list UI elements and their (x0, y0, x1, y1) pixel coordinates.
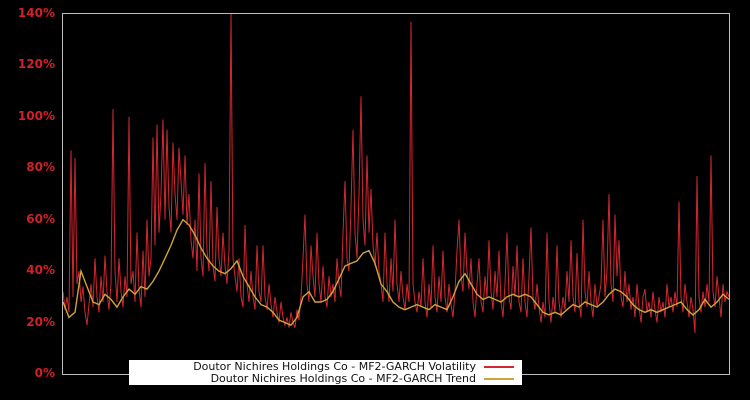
legend-item-trend: Doutor Nichires Holdings Co - MF2-GARCH … (129, 371, 522, 385)
y-axis-tick-label: 20% (26, 314, 55, 329)
plot-area: Doutor Nichires Holdings Co - MF2-GARCH … (62, 13, 730, 385)
y-axis-tick-label: 0% (34, 366, 55, 380)
legend: Doutor Nichires Holdings Co - MF2-GARCH … (129, 360, 522, 385)
y-axis-tick-label: 140% (17, 6, 55, 20)
y-axis-tick-label: 40% (26, 263, 55, 278)
legend-label-volatility: Doutor Nichires Holdings Co - MF2-GARCH … (193, 359, 476, 373)
y-axis-tick-label: 120% (17, 57, 55, 72)
trend-line-swatch-icon (484, 377, 514, 380)
y-axis-tick-label: 80% (26, 160, 55, 175)
y-axis-tick-label: 60% (26, 211, 55, 226)
y-axis-tick-label: 100% (17, 108, 55, 123)
legend-item-volatility: Doutor Nichires Holdings Co - MF2-GARCH … (129, 359, 522, 373)
series-plot-canvas (63, 14, 729, 333)
volatility-line-swatch-icon (484, 365, 514, 368)
legend-label-trend: Doutor Nichires Holdings Co - MF2-GARCH … (210, 371, 476, 385)
